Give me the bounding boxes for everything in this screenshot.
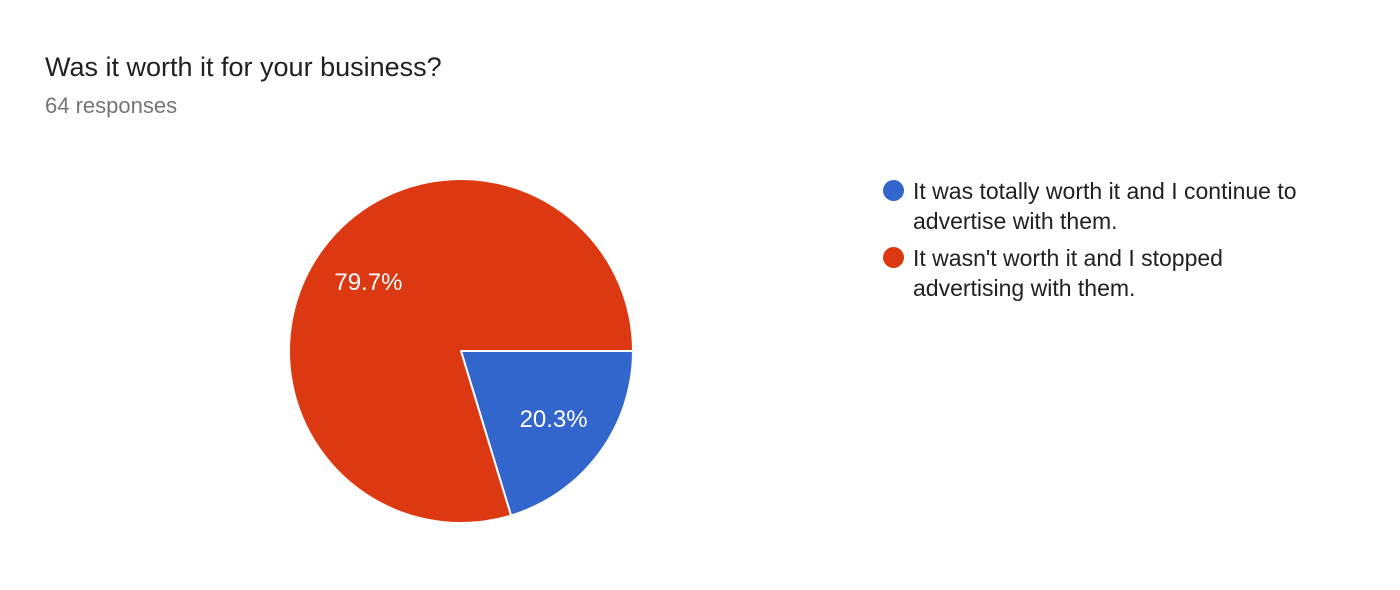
response-count: 64 responses bbox=[45, 93, 178, 118]
chart-legend: It was totally worth it and I continue t… bbox=[883, 176, 1313, 303]
pie-slice-percent-label: 20.3% bbox=[520, 406, 588, 433]
pie-chart: 20.3% 79.7% bbox=[288, 178, 634, 524]
legend-item-0: It was totally worth it and I continue t… bbox=[883, 176, 1313, 236]
legend-label: It was totally worth it and I continue t… bbox=[913, 178, 1297, 234]
legend-swatch-icon bbox=[883, 247, 904, 268]
legend-label: It wasn't worth it and I stopped adverti… bbox=[913, 245, 1223, 301]
pie-slice-0[interactable] bbox=[460, 350, 634, 517]
pie-slice-percent-label: 79.7% bbox=[334, 269, 402, 296]
pie-slice-1[interactable] bbox=[288, 178, 634, 524]
question-title: Was it worth it for your business? bbox=[45, 52, 442, 82]
legend-item-1: It wasn't worth it and I stopped adverti… bbox=[883, 243, 1313, 303]
legend-swatch-icon bbox=[883, 180, 904, 201]
